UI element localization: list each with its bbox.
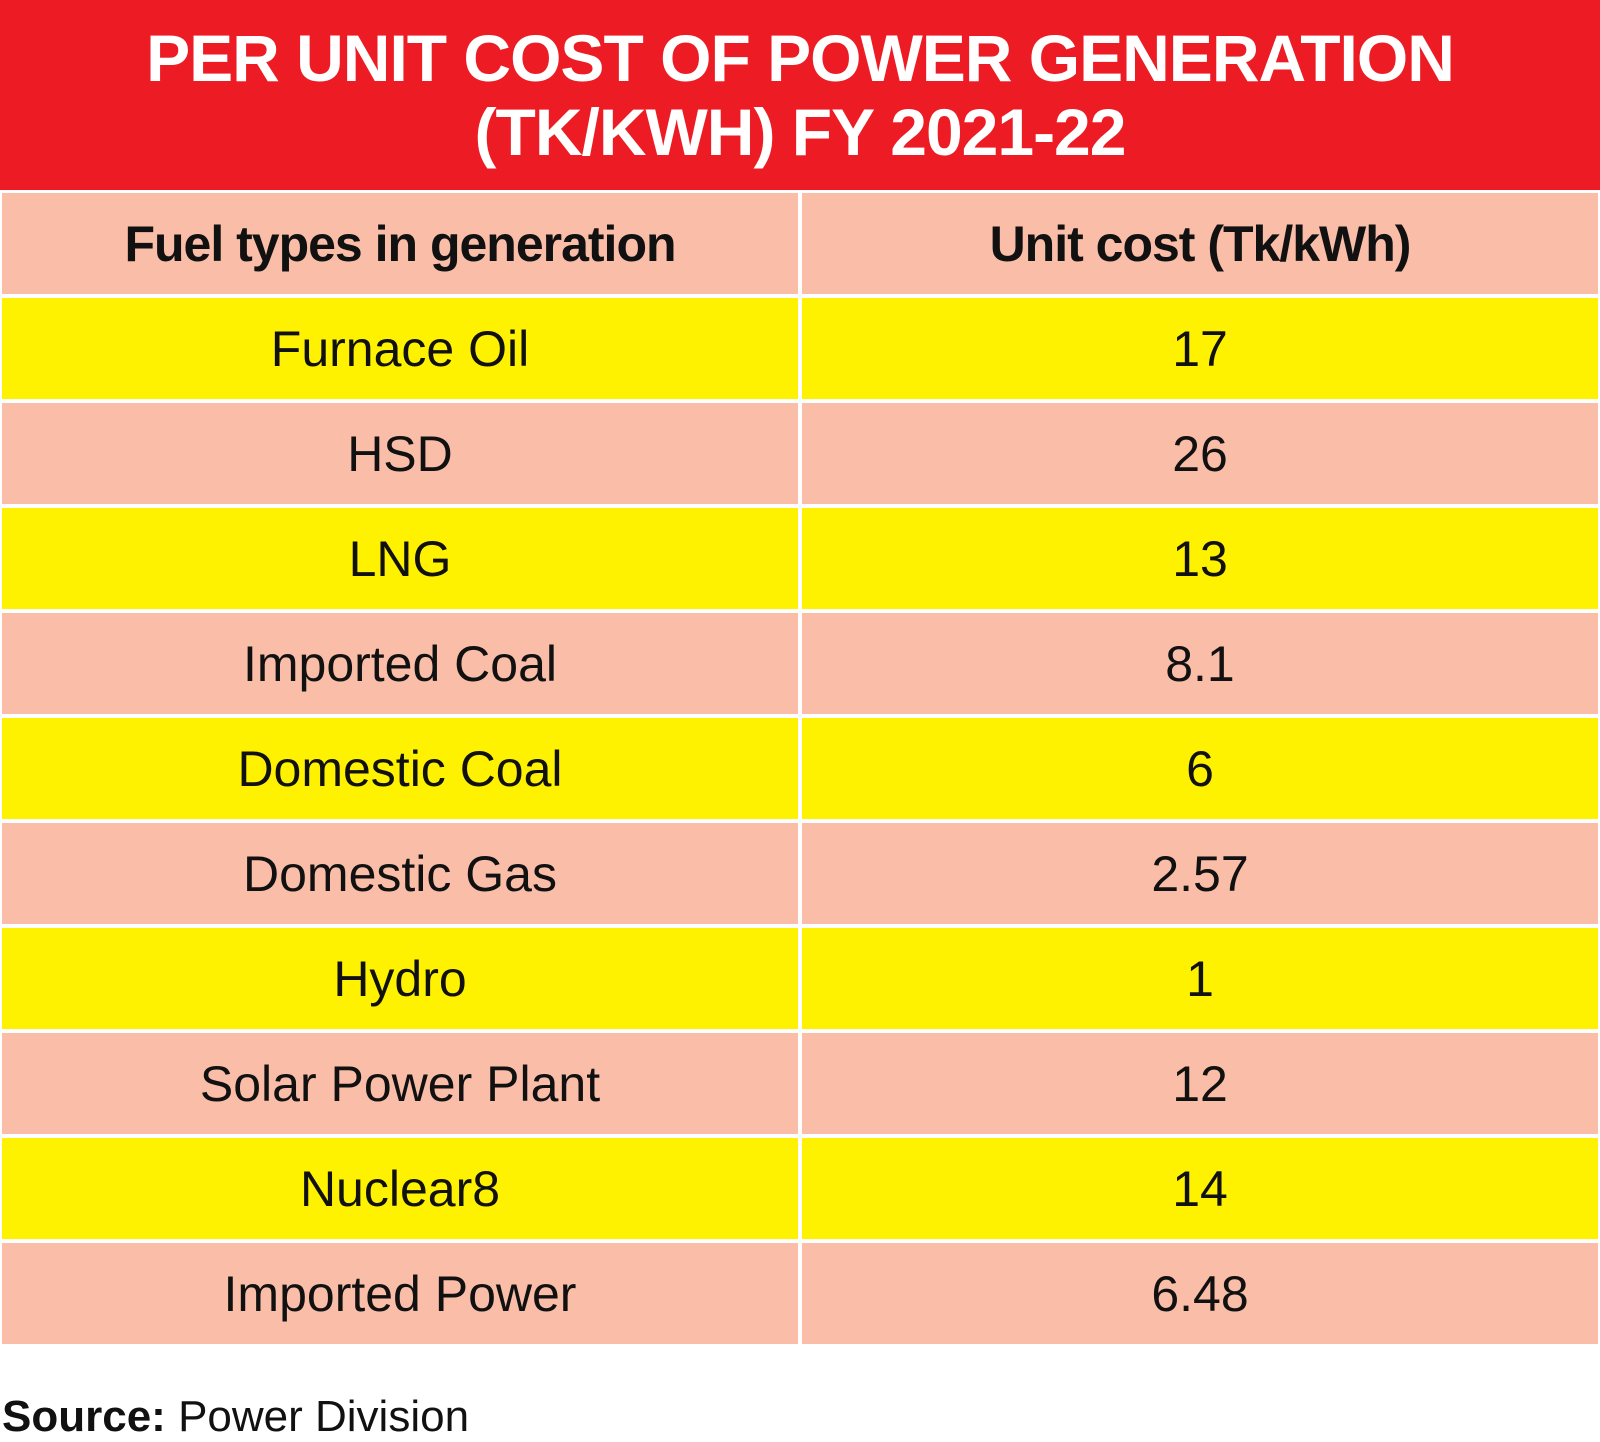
unit-cost-cell: 1	[802, 928, 1598, 1029]
unit-cost-cell: 26	[802, 403, 1598, 504]
table-row: Domestic Gas 2.57	[2, 823, 1598, 924]
title-line-2: (TK/KWH) FY 2021-22	[474, 95, 1127, 169]
unit-cost-cell: 17	[802, 298, 1598, 399]
table-row: HSD 26	[2, 403, 1598, 504]
fuel-type-cell: Imported Power	[2, 1243, 798, 1344]
table-row: Hydro 1	[2, 928, 1598, 1029]
table-row: Furnace Oil 17	[2, 298, 1598, 399]
table-header-row: Fuel types in generation Unit cost (Tk/k…	[2, 193, 1598, 294]
fuel-type-cell: Solar Power Plant	[2, 1033, 798, 1134]
fuel-type-cell: LNG	[2, 508, 798, 609]
unit-cost-cell: 6.48	[802, 1243, 1598, 1344]
fuel-type-cell: Nuclear8	[2, 1138, 798, 1239]
fuel-type-cell: Hydro	[2, 928, 798, 1029]
table-row: Domestic Coal 6	[2, 718, 1598, 819]
unit-cost-cell: 8.1	[802, 613, 1598, 714]
fuel-type-cell: Domestic Coal	[2, 718, 798, 819]
title-line-1: PER UNIT COST OF POWER GENERATION	[146, 21, 1455, 95]
source-note: Source: Power Division	[2, 1392, 469, 1442]
table-row: LNG 13	[2, 508, 1598, 609]
unit-cost-cell: 2.57	[802, 823, 1598, 924]
table-row: Nuclear8 14	[2, 1138, 1598, 1239]
fuel-type-cell: Furnace Oil	[2, 298, 798, 399]
source-label: Source:	[2, 1392, 166, 1441]
fuel-type-cell: Domestic Gas	[2, 823, 798, 924]
unit-cost-cell: 14	[802, 1138, 1598, 1239]
fuel-type-cell: Imported Coal	[2, 613, 798, 714]
header-fuel-type: Fuel types in generation	[2, 193, 798, 294]
table-row: Imported Coal 8.1	[2, 613, 1598, 714]
cost-table: Fuel types in generation Unit cost (Tk/k…	[2, 193, 1598, 1348]
fuel-type-cell: HSD	[2, 403, 798, 504]
unit-cost-cell: 6	[802, 718, 1598, 819]
source-value: Power Division	[178, 1392, 470, 1441]
header-unit-cost: Unit cost (Tk/kWh)	[802, 193, 1598, 294]
chart-title: PER UNIT COST OF POWER GENERATION (TK/KW…	[0, 0, 1600, 190]
unit-cost-cell: 12	[802, 1033, 1598, 1134]
table-row: Solar Power Plant 12	[2, 1033, 1598, 1134]
unit-cost-cell: 13	[802, 508, 1598, 609]
table-row: Imported Power 6.48	[2, 1243, 1598, 1344]
